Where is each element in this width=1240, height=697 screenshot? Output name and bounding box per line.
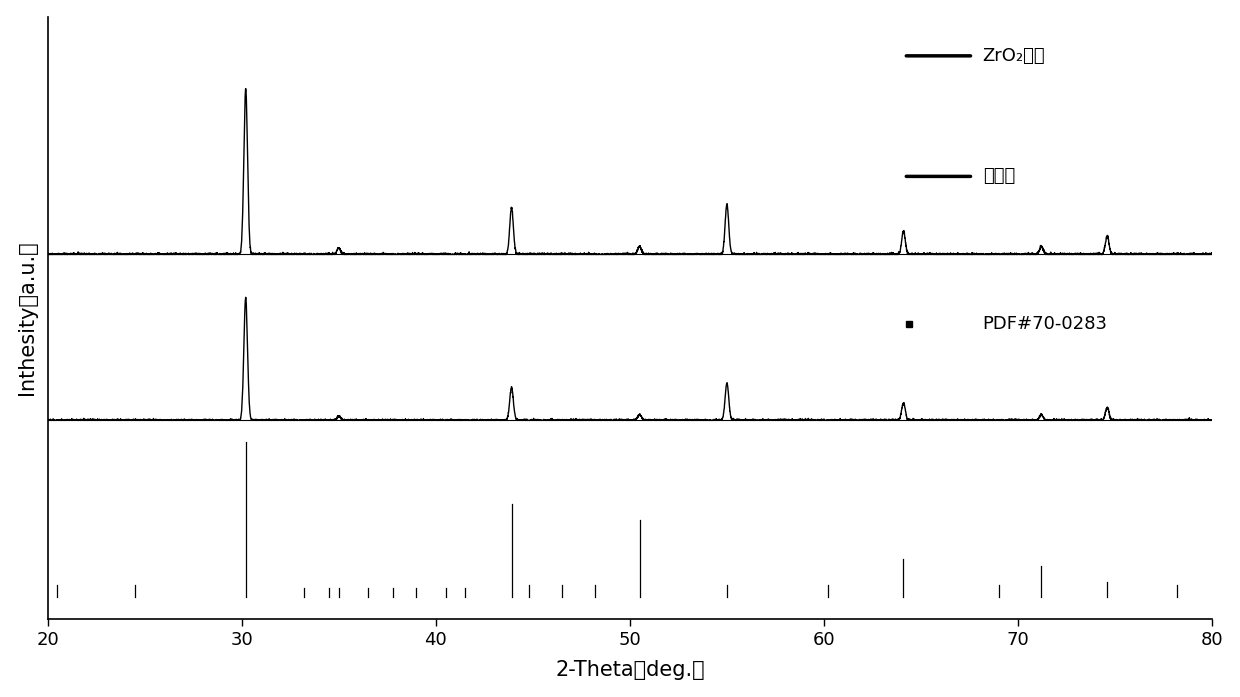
Text: PDF#70-0283: PDF#70-0283 [982,315,1107,333]
X-axis label: 2-Theta（deg.）: 2-Theta（deg.） [556,660,704,680]
Y-axis label: Inthesity（a.u.）: Inthesity（a.u.） [16,240,37,395]
Text: 未埋烧: 未埋烧 [982,167,1014,185]
Text: ZrO₂埋烧: ZrO₂埋烧 [982,47,1045,65]
